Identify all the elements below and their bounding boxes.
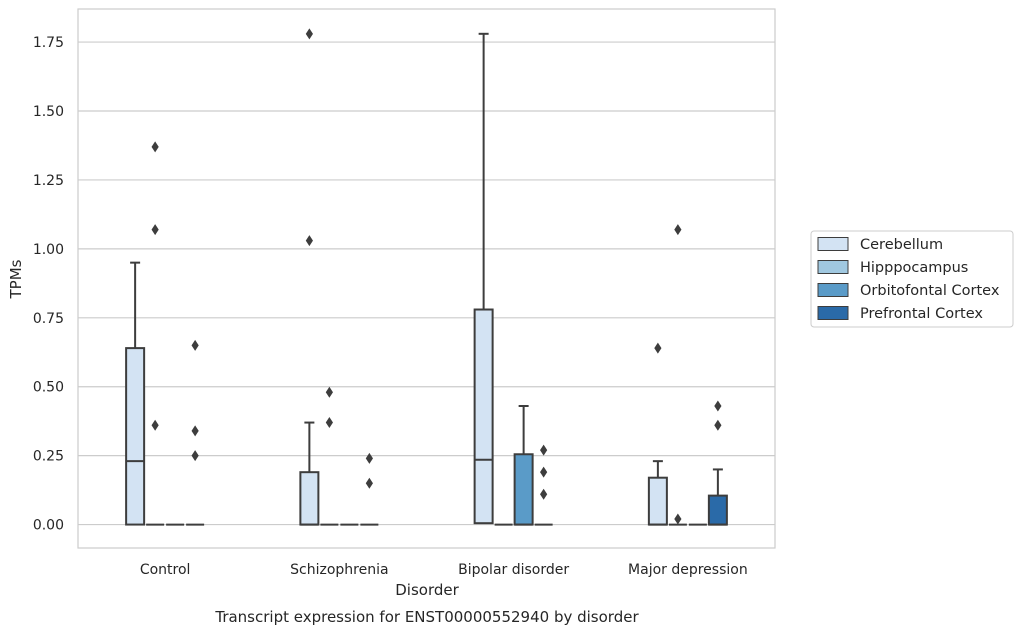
legend-swatch (817, 260, 849, 274)
legend-swatch (817, 283, 849, 297)
outlier-point (365, 477, 373, 489)
box-0-3 (647, 460, 668, 526)
outlier-point (654, 342, 662, 354)
outlier-point (540, 444, 548, 456)
outlier-point (305, 235, 313, 247)
box-body (647, 476, 668, 526)
y-tick-label: 1.00 (33, 242, 64, 258)
box-2-2 (513, 405, 534, 526)
box-body (513, 453, 534, 526)
outlier-point (674, 513, 682, 525)
outlier-point (540, 466, 548, 478)
y-tick-label: 0.00 (33, 518, 64, 534)
y-tick-label: 1.75 (33, 35, 64, 51)
outlier-point (674, 224, 682, 236)
box-0-1 (299, 421, 320, 526)
box-0-2 (473, 32, 494, 525)
outlier-point (151, 224, 159, 236)
box-3-3 (707, 468, 728, 526)
legend-label: Prefrontal Cortex (860, 306, 983, 322)
y-axis-label: TPMs (7, 259, 25, 299)
box-0-0 (125, 261, 146, 526)
y-tick-label: 0.75 (33, 311, 64, 327)
legend-label: Cerebellum (860, 237, 943, 253)
outlier-point (325, 417, 333, 429)
outlier-point (191, 450, 199, 462)
boxes (125, 32, 728, 526)
y-tick-labels: 0.00 0.25 0.50 0.75 1.00 1.25 1.50 1.75 (33, 35, 64, 533)
box-body (707, 494, 728, 526)
legend-label: Hipppocampus (860, 260, 968, 276)
outlier-point (305, 28, 313, 40)
x-tick-label: Schizophrenia (290, 562, 388, 578)
grid-lines (78, 41, 775, 526)
legend-label: Orbitofontal Cortex (860, 283, 1000, 299)
y-tick-label: 0.50 (33, 380, 64, 396)
box-body (473, 308, 494, 525)
legend: Cerebellum Hipppocampus Orbitofontal Corte… (810, 230, 1014, 328)
outlier-point (365, 452, 373, 464)
outlier-point (151, 141, 159, 153)
legend-swatch (817, 306, 849, 320)
chart-caption: Transcript expression for ENST0000055294… (214, 608, 639, 626)
x-tick-labels: Control Schizophrenia Bipolar disorder Majo… (140, 562, 748, 578)
legend-frame (810, 230, 1014, 328)
outlier-point (714, 400, 722, 412)
outlier-point (540, 488, 548, 500)
outliers (151, 28, 722, 525)
outlier-point (714, 419, 722, 431)
x-tick-label: Bipolar disorder (458, 562, 569, 578)
legend-swatch (817, 237, 849, 251)
y-tick-label: 0.25 (33, 449, 64, 465)
outlier-point (191, 425, 199, 437)
box-body (125, 347, 146, 526)
box-body (299, 471, 320, 526)
y-tick-label: 1.25 (33, 173, 64, 189)
outlier-point (325, 386, 333, 398)
y-tick-label: 1.50 (33, 104, 64, 120)
outlier-point (191, 339, 199, 351)
x-tick-label: Major depression (628, 562, 748, 578)
plot-frame (77, 8, 776, 549)
x-axis-label: Disorder (395, 581, 459, 599)
x-tick-label: Control (140, 562, 191, 578)
outlier-point (151, 419, 159, 431)
